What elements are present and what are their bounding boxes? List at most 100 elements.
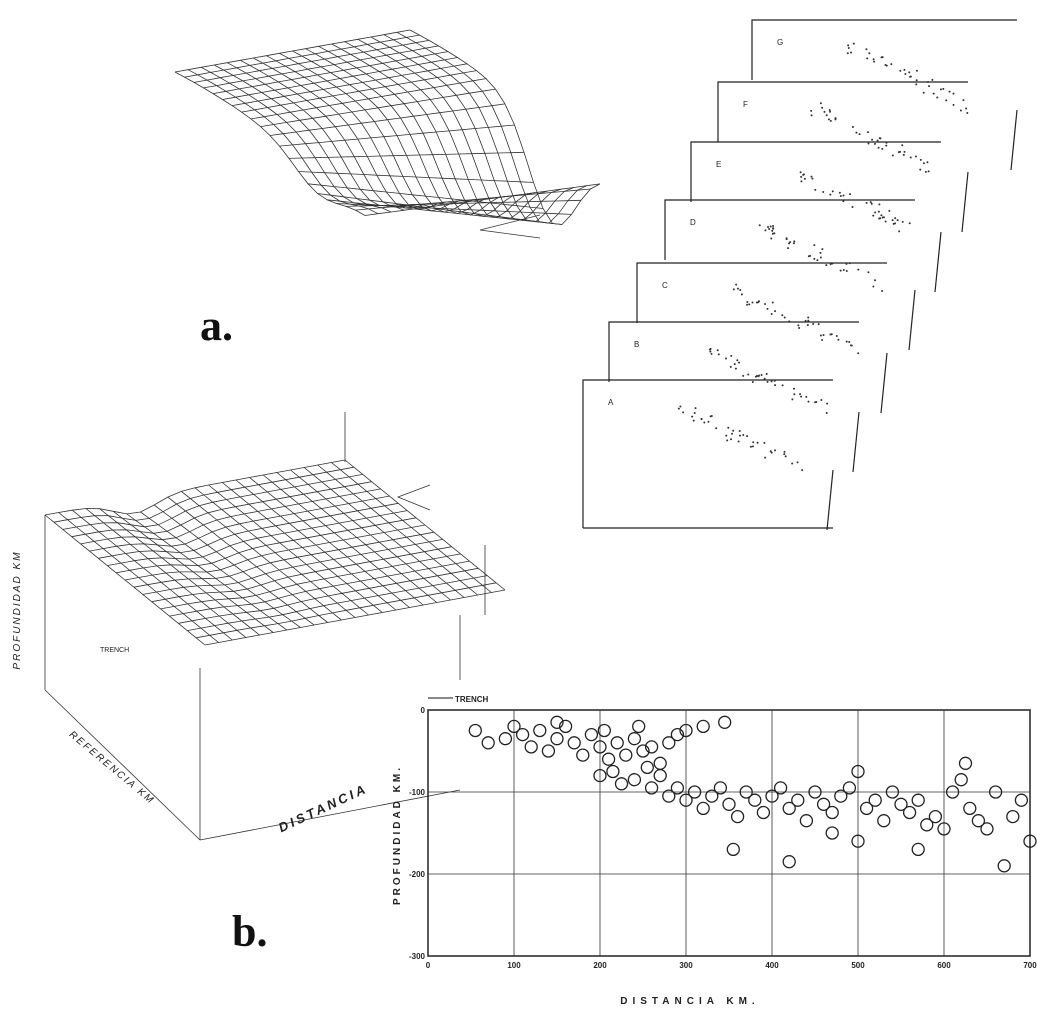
texture-dot: [847, 52, 849, 54]
texture-dot: [883, 216, 885, 218]
texture-dot: [725, 357, 727, 359]
texture-dot: [772, 228, 774, 230]
texture-dot: [733, 288, 735, 290]
texture-dot: [798, 327, 800, 329]
texture-dot: [793, 388, 795, 390]
texture-dot: [818, 323, 820, 325]
mesh-line: [319, 46, 509, 215]
texture-dot: [936, 97, 938, 99]
texture-dot: [717, 349, 719, 351]
texture-dot: [737, 288, 739, 290]
texture-dot: [880, 214, 882, 216]
texture-dot: [899, 151, 901, 153]
point: [585, 729, 597, 741]
texture-dot: [823, 111, 825, 113]
texture-dot: [886, 65, 888, 67]
mesh-line: [134, 532, 434, 587]
texture-dot: [734, 363, 736, 365]
texture-dot: [711, 415, 713, 417]
texture-dot: [872, 286, 874, 288]
texture-dot: [752, 441, 754, 443]
texture-dot: [742, 375, 744, 377]
texture-dot: [805, 320, 807, 322]
figure: a. b. PROFUNDIDAD KM DISTANCIA REFERENCI…: [0, 0, 1037, 1014]
point: [960, 757, 972, 769]
texture-dot: [800, 180, 802, 182]
texture-dot: [821, 107, 823, 109]
texture-dot: [885, 142, 887, 144]
texture-dot: [820, 102, 822, 104]
point: [499, 733, 511, 745]
texture-dot: [814, 189, 816, 191]
texture-dot: [965, 108, 967, 110]
texture-dot: [820, 257, 822, 259]
mesh-line: [293, 51, 483, 212]
texture-dot: [800, 396, 802, 398]
texture-dot: [757, 442, 759, 444]
texture-dot: [923, 92, 925, 94]
texture-dot: [813, 258, 815, 260]
texture-dot: [894, 217, 896, 219]
scatter-chart: 01002003004005006007000-100-200-300: [409, 698, 1037, 970]
texture-dot: [805, 396, 807, 398]
z-label: PROFUNDIDAD KM: [12, 550, 23, 669]
point: [800, 815, 812, 827]
texture-dot: [764, 378, 766, 380]
texture-dot: [811, 178, 813, 180]
texture-dot: [885, 145, 887, 147]
mesh-line: [188, 70, 378, 214]
point: [904, 807, 916, 819]
texture-dot: [793, 240, 795, 242]
texture-dot: [791, 462, 793, 464]
texture-dot: [739, 435, 741, 437]
texture-dot: [909, 76, 911, 78]
texture-dot: [764, 303, 766, 305]
texture-dot: [766, 308, 768, 310]
texture-dot: [865, 48, 867, 50]
texture-dot: [910, 157, 912, 159]
texture-dot: [878, 211, 880, 213]
point: [749, 794, 761, 806]
texture-dot: [812, 323, 814, 325]
point: [912, 843, 924, 855]
section-edge: [853, 412, 859, 472]
texture-dot: [960, 110, 962, 112]
texture-dot: [849, 193, 851, 195]
texture-dot: [821, 339, 823, 341]
point: [981, 823, 993, 835]
texture-dot: [890, 63, 892, 65]
texture-dot: [879, 137, 881, 139]
texture-dot: [901, 144, 903, 146]
point: [469, 725, 481, 737]
point: [697, 720, 709, 732]
texture-dot: [904, 73, 906, 75]
x-label: DISTANCIA: [276, 781, 370, 836]
point: [525, 741, 537, 753]
texture-dot: [931, 79, 933, 81]
point: [654, 757, 666, 769]
texture-dot: [868, 143, 870, 145]
texture-dot: [784, 317, 786, 319]
y-tick-label: -100: [409, 788, 426, 797]
texture-dot: [682, 411, 684, 413]
texture-dot: [952, 93, 954, 95]
mesh-line: [175, 72, 365, 216]
point: [723, 798, 735, 810]
section-frame: [718, 82, 968, 142]
texture-dot: [871, 139, 873, 141]
texture-dot: [783, 451, 785, 453]
texture-dot: [940, 88, 942, 90]
texture-dot: [822, 191, 824, 193]
texture-dot: [739, 289, 741, 291]
texture-dot: [804, 178, 806, 180]
texture-dot: [878, 217, 880, 219]
texture-dot: [872, 215, 874, 217]
texture-dot: [928, 170, 930, 172]
texture-dot: [797, 324, 799, 326]
panel-label: a.: [200, 301, 233, 350]
mesh-line: [410, 30, 600, 225]
texture-dot: [919, 169, 921, 171]
mesh-line: [365, 184, 600, 216]
point: [654, 770, 666, 782]
texture-dot: [715, 427, 717, 429]
